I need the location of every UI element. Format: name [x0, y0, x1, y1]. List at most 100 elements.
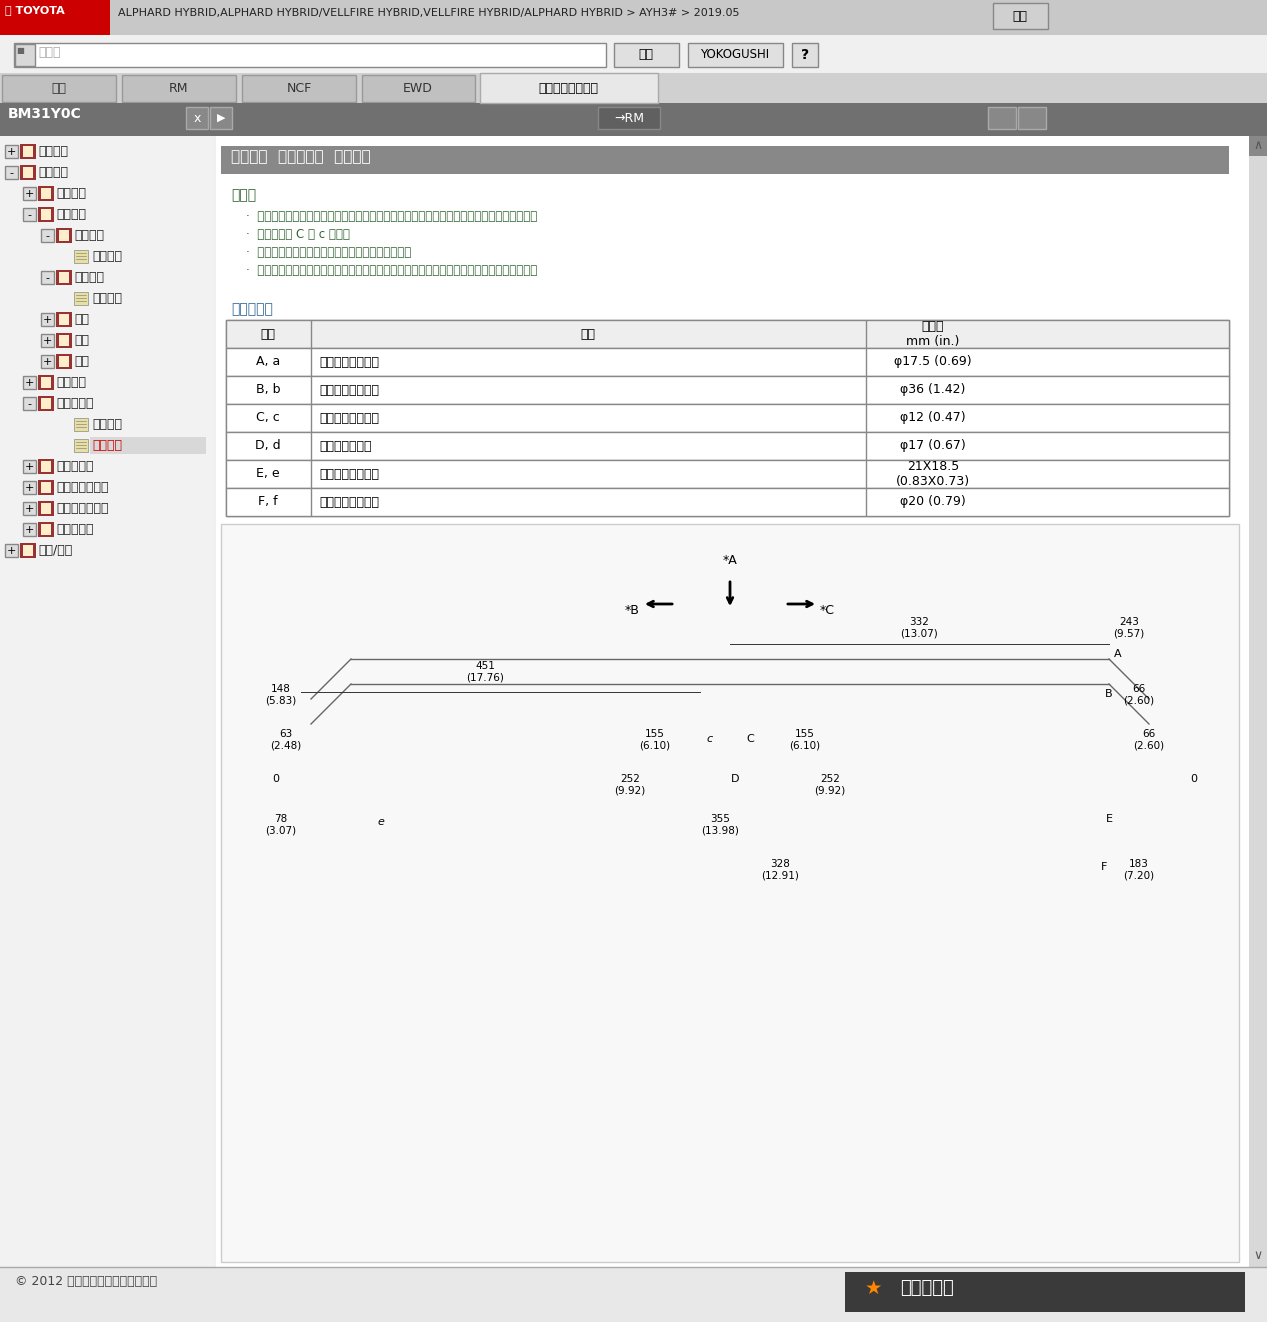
Bar: [220, 145, 1229, 175]
Bar: [210, 107, 232, 130]
Text: D, d: D, d: [255, 439, 281, 452]
Text: +: +: [24, 525, 34, 535]
Text: 前悬架横梁标准孔: 前悬架横梁标准孔: [319, 411, 379, 424]
Bar: [56, 354, 72, 369]
Bar: [20, 165, 35, 180]
Bar: [73, 418, 87, 431]
Text: C, c: C, c: [256, 411, 280, 424]
Text: +: +: [6, 546, 15, 557]
Text: +: +: [42, 357, 52, 368]
Bar: [23, 460, 35, 473]
Bar: [226, 488, 1229, 516]
Text: 243
(9.57): 243 (9.57): [1114, 617, 1144, 639]
Text: 183
(7.20): 183 (7.20): [1124, 859, 1154, 880]
Text: x: x: [194, 111, 200, 124]
Bar: [988, 107, 1016, 130]
Text: Ⓣ TOYOTA: Ⓣ TOYOTA: [5, 5, 65, 15]
Text: ★: ★: [865, 1278, 883, 1298]
Text: 提示：: 提示：: [231, 188, 256, 202]
Text: e: e: [378, 817, 384, 828]
Text: D: D: [731, 773, 739, 784]
Bar: [23, 208, 35, 221]
Bar: [41, 356, 54, 368]
Bar: [73, 292, 87, 305]
Bar: [41, 313, 54, 327]
Text: 二维距离: 二维距离: [92, 439, 122, 452]
Text: φ20 (0.79): φ20 (0.79): [900, 496, 965, 509]
Bar: [41, 461, 51, 472]
Text: +: +: [24, 189, 34, 200]
Text: RM: RM: [170, 82, 189, 94]
Bar: [0, 0, 1267, 34]
Bar: [41, 502, 51, 514]
Bar: [0, 1266, 1267, 1322]
Text: φ36 (1.42): φ36 (1.42): [901, 383, 965, 397]
Text: 其他参考值: 其他参考值: [56, 524, 94, 535]
Text: 孔直径
mm (in.): 孔直径 mm (in.): [906, 320, 959, 348]
Bar: [41, 334, 54, 346]
Bar: [60, 230, 68, 241]
Bar: [41, 483, 51, 493]
Text: 0: 0: [272, 773, 280, 784]
Bar: [56, 270, 72, 286]
Bar: [215, 136, 1249, 1266]
Text: BM31Y0C: BM31Y0C: [8, 107, 82, 122]
Text: ■: ■: [16, 46, 24, 56]
Text: F, f: F, f: [258, 496, 277, 509]
Bar: [845, 1272, 1245, 1311]
Bar: [73, 250, 87, 263]
Bar: [41, 524, 51, 535]
Bar: [60, 315, 68, 325]
Bar: [480, 73, 658, 103]
Bar: [5, 543, 18, 557]
Bar: [38, 375, 54, 390]
Text: *B: *B: [625, 604, 640, 617]
Bar: [23, 167, 33, 178]
Text: 前悬架横梁安装孔: 前悬架横梁安装孔: [319, 383, 379, 397]
Bar: [1017, 107, 1047, 130]
Text: 66
(2.60): 66 (2.60): [1134, 728, 1164, 751]
Text: © 2012 丰田汽车公司。版权所有。: © 2012 丰田汽车公司。版权所有。: [15, 1274, 157, 1288]
Bar: [23, 397, 35, 410]
Text: 前悬架下臂安装孔: 前悬架下臂安装孔: [319, 468, 379, 480]
Bar: [14, 44, 606, 67]
Bar: [23, 481, 35, 494]
Text: -: -: [46, 274, 49, 283]
Bar: [226, 460, 1229, 488]
Bar: [0, 136, 213, 1266]
Text: 451
(17.76): 451 (17.76): [466, 661, 504, 683]
Bar: [41, 188, 51, 200]
Bar: [5, 145, 18, 159]
Text: +: +: [42, 336, 52, 346]
Bar: [41, 209, 51, 219]
Text: +: +: [24, 378, 34, 387]
Bar: [38, 208, 54, 222]
Bar: [614, 44, 679, 67]
Text: 三维距离: 三维距离: [92, 292, 122, 305]
Text: *A: *A: [722, 554, 737, 567]
Text: B: B: [1105, 689, 1112, 699]
Bar: [993, 3, 1048, 29]
Text: 车辆外饰: 车辆外饰: [38, 167, 68, 178]
Text: ∧: ∧: [1253, 139, 1262, 152]
Bar: [122, 75, 236, 102]
Text: 一般信息: 一般信息: [38, 145, 68, 159]
Text: -: -: [46, 231, 49, 241]
Bar: [20, 144, 35, 159]
Text: -: -: [9, 168, 13, 178]
Text: 测量须知: 测量须知: [73, 229, 104, 242]
Text: 63
(2.48): 63 (2.48): [270, 728, 302, 751]
Text: YOKOGUSHI: YOKOGUSHI: [701, 49, 769, 62]
Bar: [41, 271, 54, 284]
Bar: [23, 145, 33, 157]
Bar: [60, 356, 68, 368]
Text: 355
(13.98): 355 (13.98): [701, 814, 739, 836]
Bar: [220, 524, 1239, 1263]
Text: φ17.5 (0.69): φ17.5 (0.69): [895, 356, 972, 369]
Bar: [41, 398, 51, 408]
Text: B, b: B, b: [256, 383, 280, 397]
Text: 转向机壳安装孔: 转向机壳安装孔: [319, 439, 371, 452]
Bar: [242, 75, 356, 102]
Bar: [792, 44, 818, 67]
Text: 名称: 名称: [580, 328, 595, 341]
